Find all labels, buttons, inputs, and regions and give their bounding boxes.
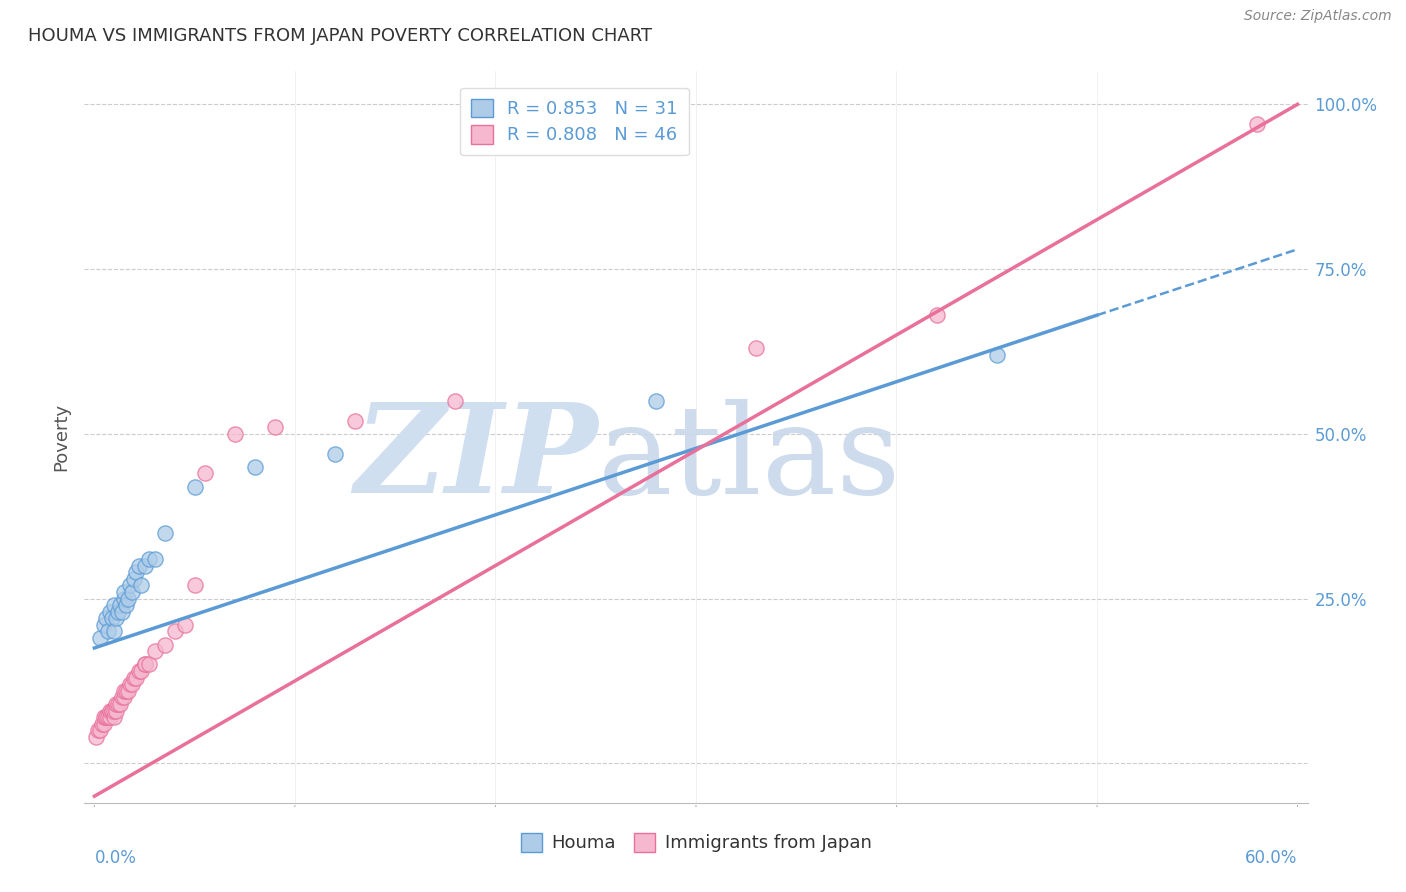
Point: [121, 585, 143, 599]
Point: [986, 348, 1008, 362]
Point: [117, 591, 139, 606]
Point: [153, 525, 176, 540]
Point: [110, 697, 132, 711]
Point: [107, 697, 129, 711]
Point: [134, 657, 156, 672]
Text: atlas: atlas: [598, 399, 901, 519]
Point: [111, 690, 134, 705]
Point: [128, 664, 150, 678]
Point: [117, 683, 139, 698]
Point: [344, 414, 367, 428]
Point: [263, 420, 285, 434]
Point: [125, 565, 148, 579]
Point: [243, 459, 266, 474]
Point: [100, 704, 122, 718]
Point: [96, 710, 118, 724]
Point: [138, 552, 160, 566]
Text: HOUMA VS IMMIGRANTS FROM JAPAN POVERTY CORRELATION CHART: HOUMA VS IMMIGRANTS FROM JAPAN POVERTY C…: [28, 27, 652, 45]
Point: [105, 697, 128, 711]
Point: [89, 631, 111, 645]
Point: [91, 716, 114, 731]
Point: [103, 710, 125, 724]
Point: [644, 393, 666, 408]
Point: [114, 683, 136, 698]
Point: [103, 704, 125, 718]
Point: [97, 710, 120, 724]
Point: [105, 611, 128, 625]
Point: [224, 426, 246, 441]
Point: [163, 624, 186, 639]
Point: [173, 618, 195, 632]
Point: [86, 730, 108, 744]
Point: [143, 552, 166, 566]
Point: [111, 605, 134, 619]
Point: [110, 598, 132, 612]
Point: [93, 716, 115, 731]
Text: 0.0%: 0.0%: [94, 849, 136, 867]
Point: [925, 308, 948, 322]
Point: [138, 657, 160, 672]
Point: [129, 578, 152, 592]
Point: [89, 723, 111, 738]
Point: [101, 611, 124, 625]
Point: [103, 598, 125, 612]
Point: [97, 624, 120, 639]
Point: [194, 467, 217, 481]
Point: [134, 657, 156, 672]
Point: [143, 644, 166, 658]
Point: [444, 393, 467, 408]
Point: [96, 710, 118, 724]
Point: [114, 585, 136, 599]
Point: [121, 677, 143, 691]
Point: [124, 572, 146, 586]
Text: 60.0%: 60.0%: [1246, 849, 1298, 867]
Point: [129, 664, 152, 678]
Point: [153, 638, 176, 652]
Point: [93, 618, 115, 632]
Point: [745, 341, 768, 355]
Text: Source: ZipAtlas.com: Source: ZipAtlas.com: [1244, 9, 1392, 23]
Point: [115, 683, 138, 698]
Point: [101, 704, 124, 718]
Point: [101, 704, 124, 718]
Point: [114, 690, 136, 705]
Point: [107, 605, 129, 619]
Point: [124, 671, 146, 685]
Point: [323, 446, 346, 460]
Point: [96, 611, 118, 625]
Point: [120, 677, 142, 691]
Point: [93, 710, 115, 724]
Point: [183, 578, 205, 592]
Point: [100, 710, 122, 724]
Legend: Houma, Immigrants from Japan: Houma, Immigrants from Japan: [513, 826, 879, 860]
Point: [125, 671, 148, 685]
Point: [114, 591, 136, 606]
Point: [120, 578, 142, 592]
Point: [87, 723, 110, 738]
Point: [1246, 117, 1268, 131]
Point: [128, 558, 150, 573]
Point: [115, 598, 138, 612]
Point: [105, 704, 128, 718]
Point: [100, 605, 122, 619]
Point: [134, 558, 156, 573]
Point: [183, 479, 205, 493]
Point: [103, 624, 125, 639]
Text: ZIP: ZIP: [354, 398, 598, 520]
Y-axis label: Poverty: Poverty: [52, 403, 70, 471]
